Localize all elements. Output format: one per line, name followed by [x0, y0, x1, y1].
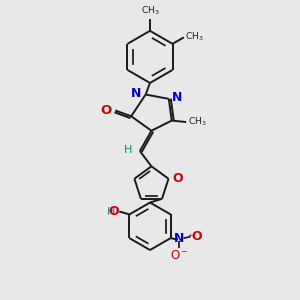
Text: $^+$: $^+$ [186, 233, 194, 242]
Text: O: O [172, 172, 183, 185]
Text: CH$_3$: CH$_3$ [185, 31, 203, 43]
Text: CH$_3$: CH$_3$ [188, 116, 206, 128]
Text: H: H [123, 145, 132, 154]
Text: O: O [191, 230, 202, 243]
Text: N: N [172, 92, 183, 104]
Text: O: O [109, 205, 119, 218]
Text: O: O [100, 104, 112, 117]
Text: CH$_3$: CH$_3$ [141, 5, 159, 17]
Text: N: N [131, 87, 142, 100]
Text: O$^-$: O$^-$ [170, 249, 189, 262]
Text: N: N [174, 232, 184, 245]
Text: H: H [106, 206, 115, 217]
